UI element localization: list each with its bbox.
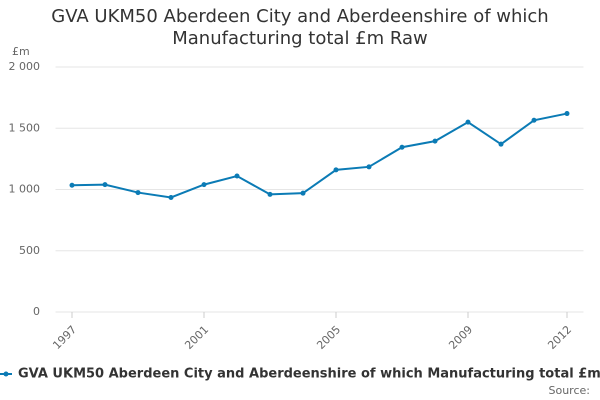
data-point <box>168 194 174 200</box>
data-point <box>432 138 438 144</box>
series-line <box>71 112 568 199</box>
y-axis-label: £m <box>12 45 30 58</box>
x-tick-label: 2009 <box>446 323 475 352</box>
chart-title: GVA UKM50 Aberdeen City and Aberdeenshir… <box>51 6 549 49</box>
x-tick-label: 1997 <box>50 323 79 352</box>
y-tick-label: 1 000 <box>9 183 41 196</box>
y-tick-label: 1 500 <box>9 121 41 134</box>
data-point <box>333 167 339 173</box>
data-point <box>531 117 537 123</box>
x-tick-label: 2005 <box>314 323 343 352</box>
data-point <box>564 111 570 117</box>
data-point <box>465 119 471 125</box>
y-tick-label: 0 <box>33 305 40 318</box>
x-tick-label: 2012 <box>545 323 574 352</box>
source: Source: <box>549 384 591 397</box>
data-point <box>366 164 372 170</box>
y-tick-label: 2 000 <box>9 60 41 73</box>
data-point <box>498 141 504 147</box>
x-tick-label: 2001 <box>182 323 211 352</box>
data-point <box>201 182 207 188</box>
data-point <box>234 173 240 179</box>
legend-text: GVA UKM50 Aberdeen City and Aberdeenshir… <box>18 367 600 382</box>
data-point <box>69 182 75 188</box>
data-point <box>135 190 141 196</box>
data-point <box>102 182 108 188</box>
data-point <box>267 191 273 197</box>
data-point <box>399 144 405 150</box>
legend-marker <box>3 371 9 377</box>
data-point <box>300 190 306 196</box>
y-tick-label: 500 <box>19 244 40 257</box>
